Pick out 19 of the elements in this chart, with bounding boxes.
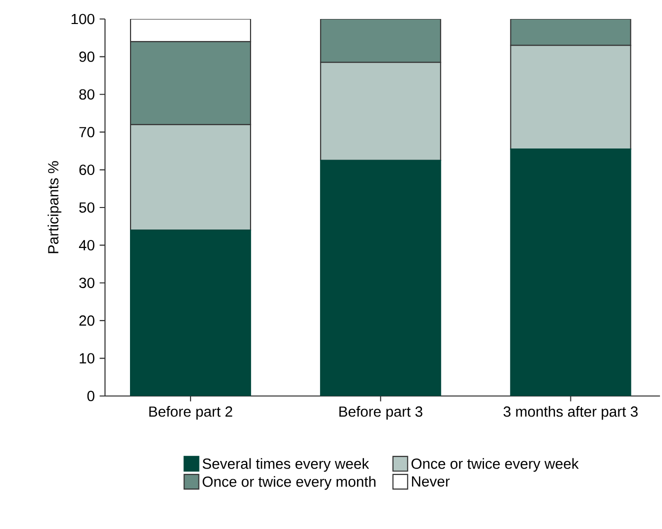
legend-label: Once or twice every month	[202, 476, 376, 490]
y-tick-label: 60	[79, 164, 94, 175]
y-tick-label: 0	[87, 390, 94, 402]
legend-label: Never	[412, 476, 450, 487]
x-tick-label: Before part 3	[339, 406, 422, 420]
y-tick-label: 70	[79, 126, 94, 138]
legend-label: Once or twice every week	[412, 458, 579, 472]
y-tick-label: 40	[78, 240, 94, 250]
y-tick-label: 100	[72, 14, 94, 24]
x-tick-label: Before part 2	[149, 406, 232, 420]
y-tick-label: 80	[79, 89, 94, 100]
y-tick-label: 20	[79, 315, 94, 326]
x-tick-label: 3 months after part 3	[504, 406, 638, 420]
legend-label: Several times every week	[202, 458, 370, 472]
y-tick-label: 90	[79, 52, 94, 62]
y-tick-label: 10	[80, 353, 94, 364]
y-tick-label: 30	[79, 278, 94, 288]
y-tick-label: 50	[79, 202, 94, 213]
y-axis-title: Participants %	[48, 161, 62, 254]
